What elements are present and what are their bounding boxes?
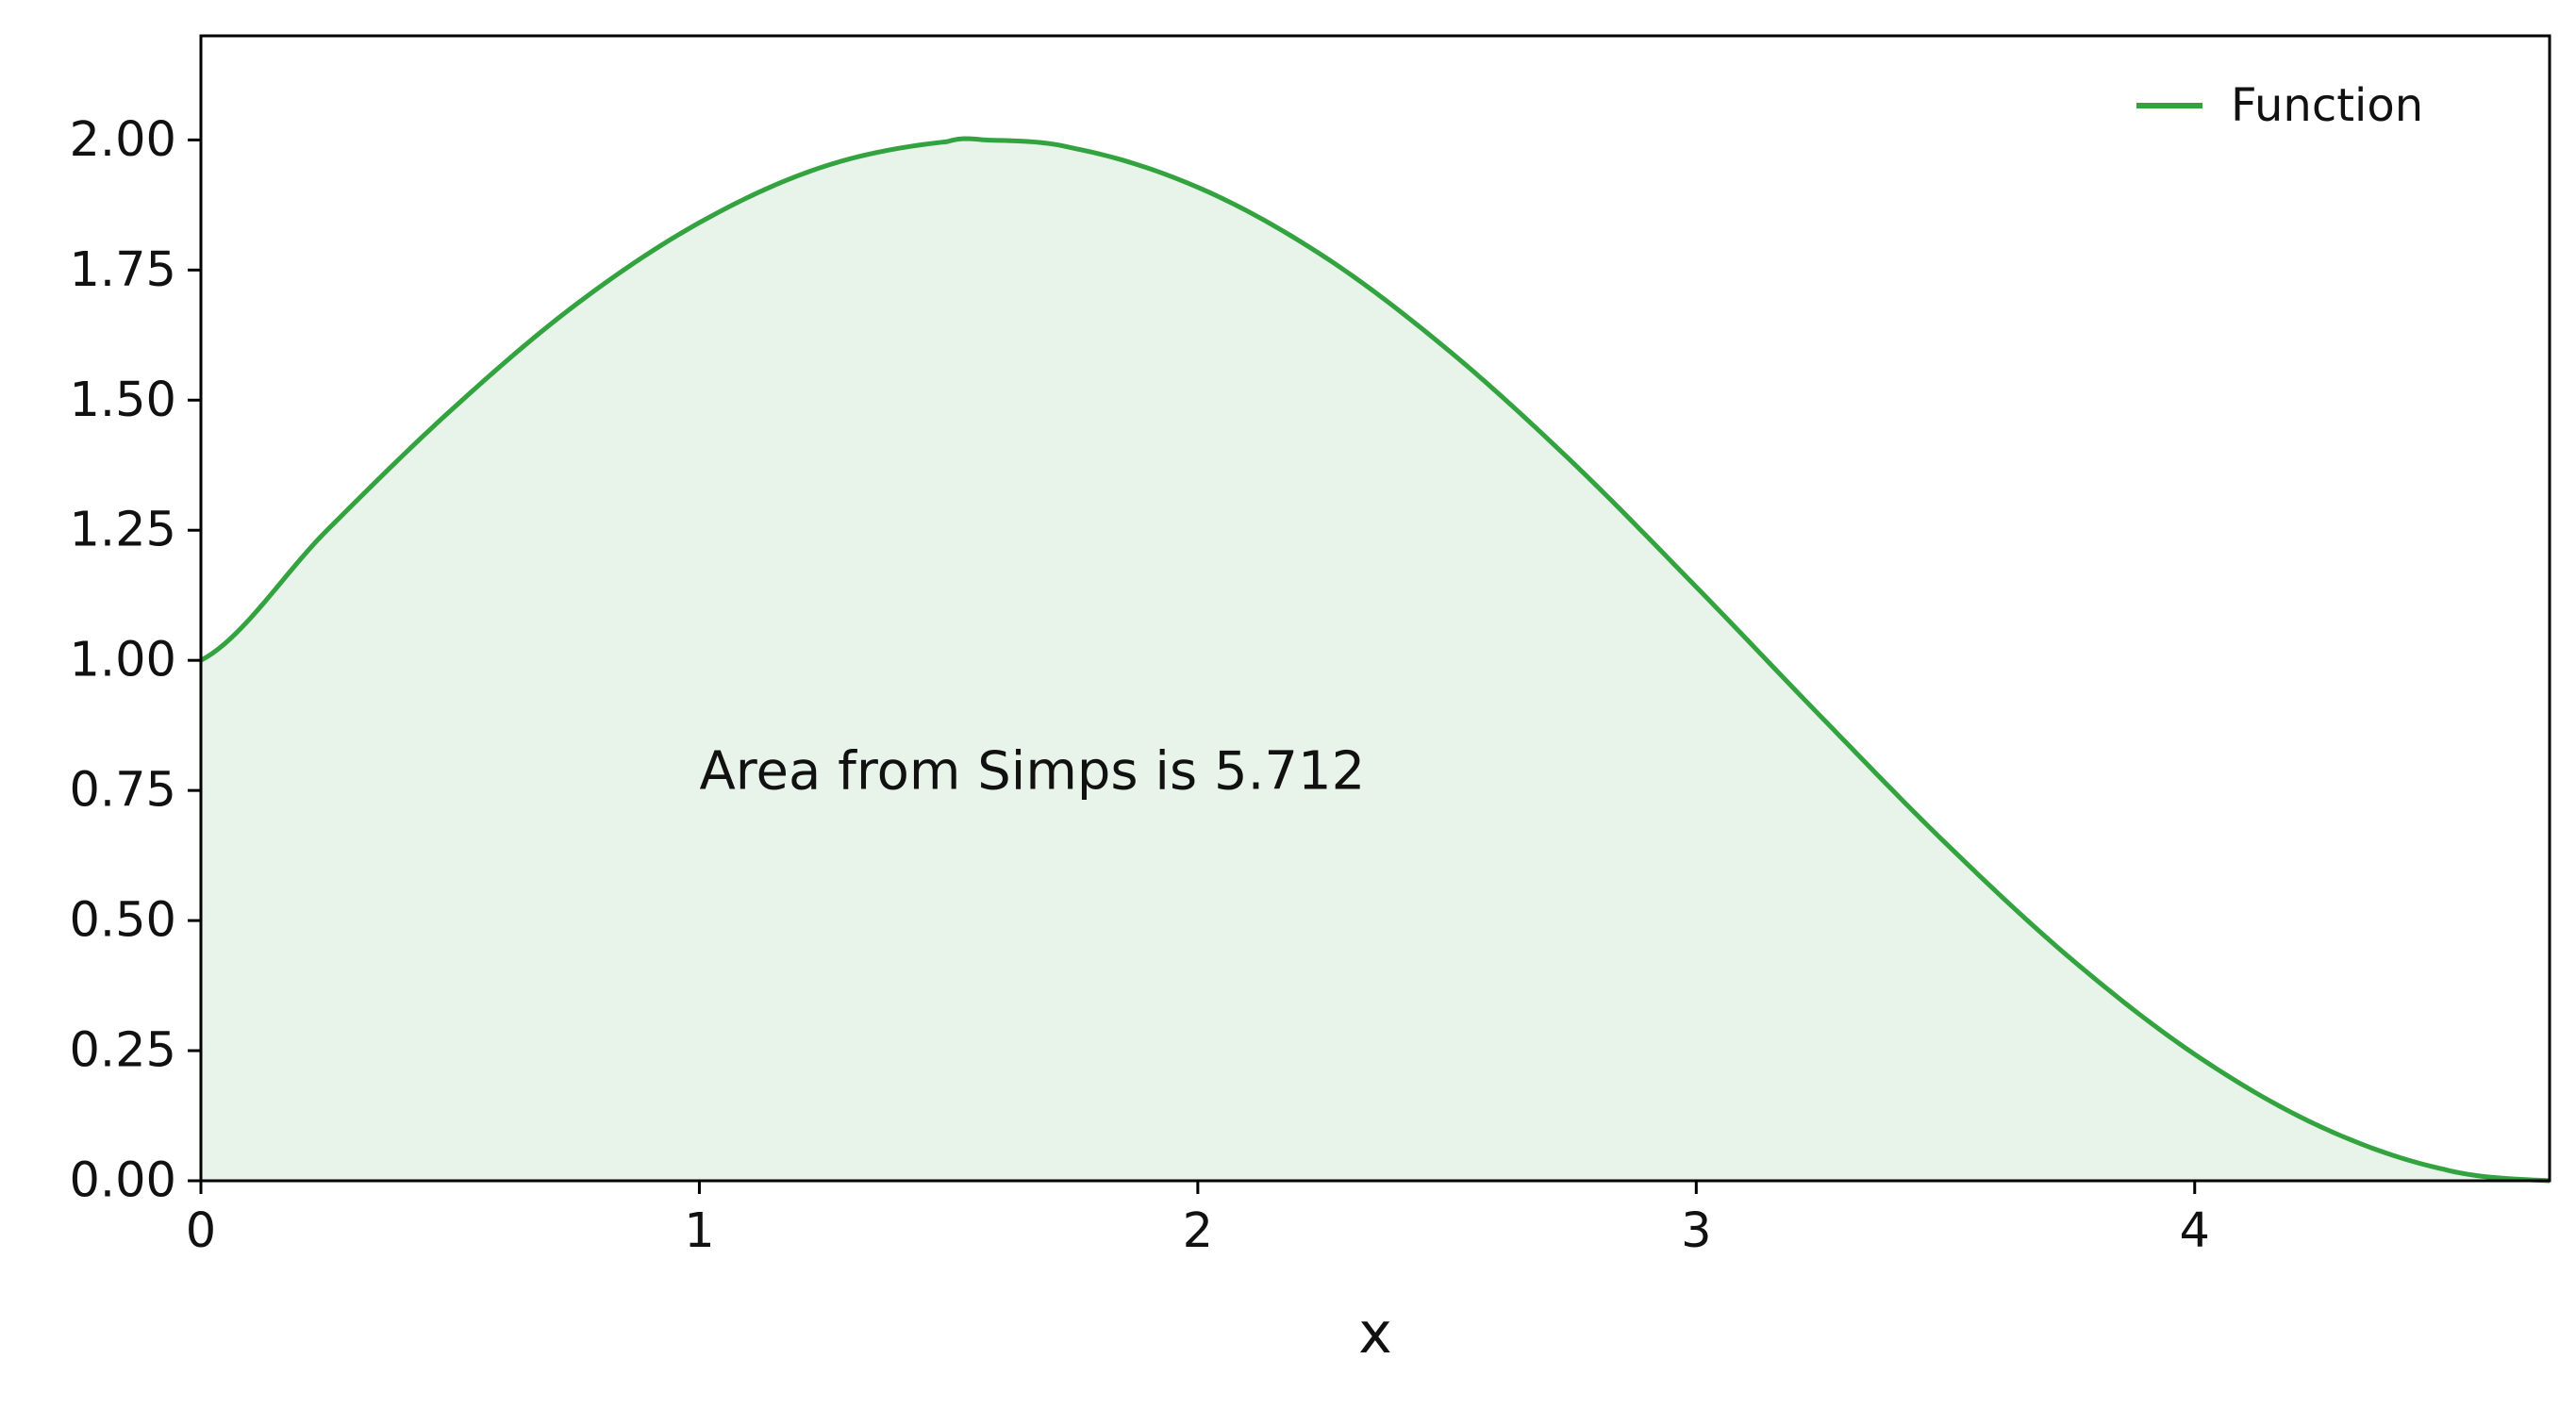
y-tick-label: 1.75 [69,242,176,298]
y-tick-label: 0.50 [69,893,176,949]
y-tick-label: 1.25 [69,503,176,558]
y-tick-label: 1.00 [69,633,176,688]
y-tick-label: 1.50 [69,373,176,428]
axes: 0 1 2 3 4 0.00 0.25 0.50 0.75 1.00 1.25 1.50 1.75 2.0… [69,34,2551,1367]
legend: Function [2136,79,2423,132]
axes-frame [199,34,2551,1183]
series-line [199,136,2551,1184]
x-axis-title: x [1358,1301,1392,1367]
x-tick-label: 0 [186,1203,216,1259]
y-tick-label: 0.00 [69,1153,176,1209]
y-tick-label: 0.25 [69,1023,176,1079]
legend-label: Function [2231,79,2423,132]
plot-area: Area from Simps is 5.712 [199,136,2551,1184]
x-tick-label: 4 [2180,1203,2210,1259]
x-tick-label: 2 [1183,1203,1213,1259]
annotation-text: Area from Simps is 5.712 [699,741,1365,803]
x-tick-label: 1 [684,1203,714,1259]
x-tick-label: 3 [1681,1203,1711,1259]
y-tick-label: 2.00 [69,112,176,168]
y-tick-label: 0.75 [69,763,176,819]
series-fill-area [201,139,2550,1181]
